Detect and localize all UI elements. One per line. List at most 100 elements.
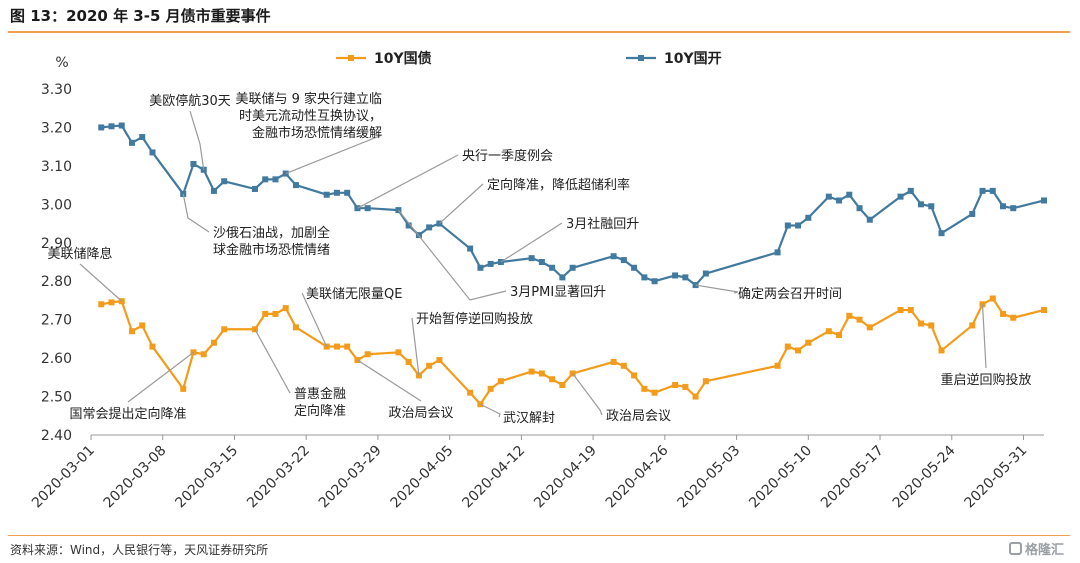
data-point-marker [672, 382, 679, 389]
data-point-marker [210, 187, 217, 194]
annotation-label-line: 金融市场恐慌情绪缓解 [252, 125, 382, 141]
data-point-marker [1010, 314, 1017, 321]
data-point-marker [139, 322, 146, 329]
data-point-marker [631, 264, 638, 271]
data-point-marker [846, 312, 853, 319]
y-tick-label: 2.90 [41, 236, 72, 252]
x-tick-label: 2020-03-15 [172, 443, 241, 512]
annotation-leader-line [127, 351, 194, 403]
data-point-marker [477, 264, 484, 271]
data-point-marker [149, 149, 156, 156]
x-tick-label: 2020-05-31 [961, 443, 1030, 512]
data-point-marker [262, 176, 269, 183]
data-point-marker [426, 224, 433, 231]
legend-marker [638, 55, 644, 61]
data-point-marker [221, 326, 228, 333]
annotation: 美联储与 9 家央行建立临时美元流动性互换协议，金融市场恐慌情绪缓解 [235, 91, 383, 175]
annotation: 普惠金融定向降准 [254, 328, 346, 419]
data-point-marker [333, 189, 340, 196]
annotation-leader-line [500, 222, 563, 263]
data-point-marker [559, 382, 566, 389]
data-point-marker [825, 328, 832, 335]
data-point-marker [918, 320, 925, 327]
data-point-marker [497, 378, 504, 385]
annotation: 定向降准，降低超储利率 [439, 177, 630, 224]
data-point-marker [98, 124, 105, 131]
annotation-label: 开始暂停逆回购投放 [416, 311, 533, 327]
annotation: 美联储无限量QE [301, 287, 402, 347]
data-point-marker [928, 203, 935, 210]
series-line [101, 124, 1045, 287]
annotation-leader-line [695, 284, 739, 294]
data-point-marker [907, 187, 914, 194]
data-point-marker [610, 253, 617, 260]
annotation-label: 政治局会议 [606, 409, 671, 424]
source-note: 资料来源：Wind，人民银行等，天风证券研究所 [10, 543, 269, 557]
data-point-marker [405, 222, 412, 229]
watermark-logo-icon [1008, 542, 1022, 555]
data-point-marker [938, 230, 945, 237]
y-tick-label: 2.80 [41, 274, 72, 290]
annotation-label-line: 重启逆回购投放 [940, 372, 1031, 388]
data-point-marker [200, 351, 207, 358]
data-point-marker [702, 378, 709, 385]
y-tick-label: 2.60 [41, 351, 72, 367]
data-point-marker [969, 210, 976, 217]
legend-label: 10Y国债 [374, 50, 432, 67]
annotation-label-line: 定向降准 [294, 403, 346, 419]
data-point-marker [251, 326, 258, 333]
annotation-label-line: 国常会提出定向降准 [69, 406, 186, 422]
data-point-marker [907, 307, 914, 314]
data-point-marker [1000, 203, 1007, 210]
annotation-leader-line [480, 403, 501, 418]
data-point-marker [364, 351, 371, 358]
data-point-marker [569, 264, 576, 271]
data-point-marker [692, 393, 699, 400]
data-point-marker [774, 249, 781, 256]
data-point-marker [989, 187, 996, 194]
annotation-label: 政治局会议 [388, 406, 453, 421]
data-point-marker [118, 122, 125, 129]
x-tick-label: 2020-03-08 [101, 443, 170, 512]
x-tick-label: 2020-05-03 [675, 443, 744, 512]
x-tick-label: 2020-03-01 [29, 443, 98, 512]
annotation-label: 确定两会召开时间 [738, 287, 842, 302]
annotation-leader-line [189, 110, 205, 170]
data-point-marker [989, 295, 996, 302]
data-point-marker [795, 222, 802, 229]
data-point-marker [395, 349, 402, 356]
annotation: 3月社融回升 [500, 216, 639, 263]
data-point-marker [487, 385, 494, 392]
data-point-marker [282, 305, 289, 312]
y-tick-label: 3.20 [41, 120, 72, 136]
data-point-marker [969, 322, 976, 329]
x-tick-label: 2020-05-10 [746, 443, 815, 512]
data-point-marker [641, 274, 648, 281]
data-point-marker [528, 255, 535, 262]
annotation-label-line: 美欧停航30天 [149, 93, 231, 109]
annotation-label: 重启逆回购投放 [940, 372, 1031, 388]
annotation-label-line: 政治局会议 [606, 409, 671, 424]
data-point-marker [805, 339, 812, 346]
annotation-leader-line [981, 304, 987, 369]
annotation: 国常会提出定向降准 [69, 351, 194, 422]
data-point-marker [487, 260, 494, 267]
data-point-marker [774, 362, 781, 369]
series-cgb [98, 295, 1047, 408]
annotation-leader-line [301, 292, 328, 347]
legend-label: 10Y国开 [664, 51, 722, 67]
annotation-leader-line [79, 263, 123, 302]
y-tick-label: 3.30 [41, 82, 72, 98]
annotation-label-line: 3月PMI显著回升 [510, 285, 606, 300]
data-point-marker [538, 370, 545, 377]
annotation-label: 3月PMI显著回升 [510, 285, 606, 300]
annotation-label-line: 确定两会召开时间 [738, 287, 842, 302]
annotation-label-line: 沙俄石油战，加剧全 [213, 225, 330, 241]
y-axis-unit: % [55, 55, 68, 71]
data-point-marker [323, 191, 330, 198]
data-point-marker [98, 301, 105, 308]
data-point-marker [210, 339, 217, 346]
data-point-marker [149, 343, 156, 350]
annotation: 央行一季度例会 [357, 148, 553, 209]
chart: % 2.40 2.50 2.60 2.70 2.80 2.90 3.00 3.10 3.20 3.3… [29, 50, 1047, 512]
